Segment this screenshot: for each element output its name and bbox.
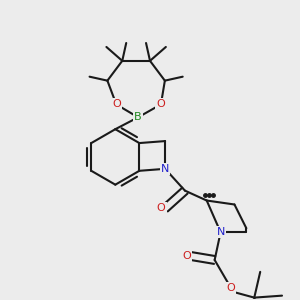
Text: O: O xyxy=(182,251,191,261)
Text: N: N xyxy=(216,227,225,237)
Text: O: O xyxy=(157,99,165,110)
Text: B: B xyxy=(134,112,142,122)
Text: O: O xyxy=(112,99,121,110)
Text: O: O xyxy=(157,203,166,214)
Text: N: N xyxy=(161,164,169,174)
Text: O: O xyxy=(226,283,235,293)
